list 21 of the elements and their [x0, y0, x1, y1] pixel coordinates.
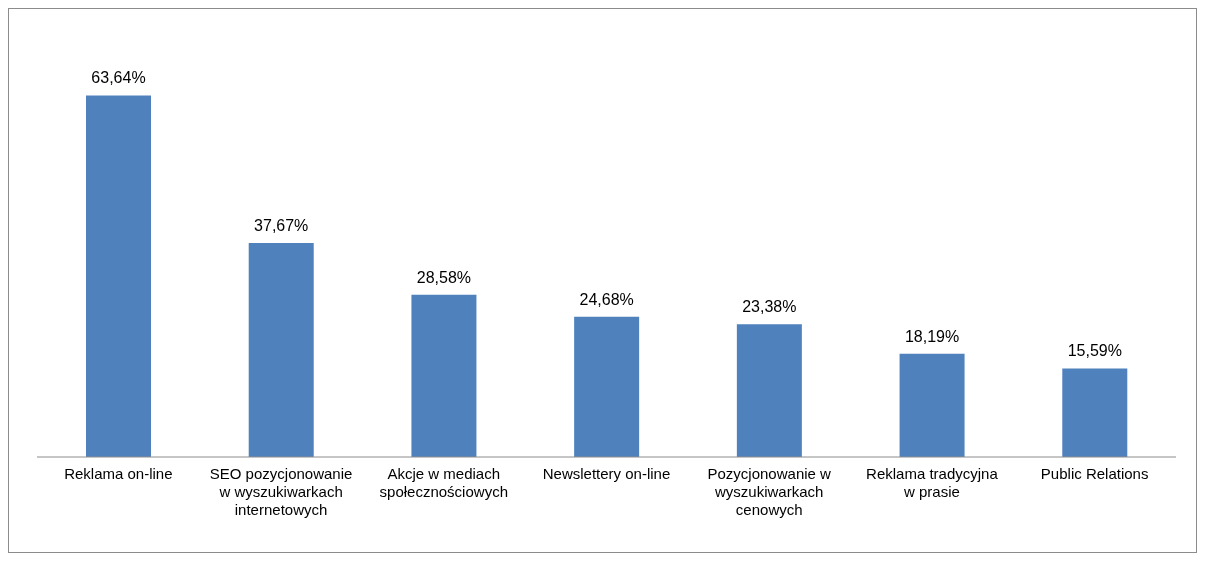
bar	[1062, 368, 1128, 457]
x-tick-label: Pozycjonowanie w wyszukiwarkach cenowych	[707, 465, 832, 518]
data-label: 28,58%	[416, 268, 472, 286]
bar	[248, 243, 314, 457]
data-label: 18,19%	[904, 327, 960, 345]
data-label: 37,67%	[254, 217, 309, 234]
data-label: 23,38%	[742, 298, 797, 316]
x-tick-label: Public Relations	[1040, 465, 1149, 482]
x-tick-label: Reklama tradycyjna w prasie	[866, 465, 999, 500]
data-label: 15,59%	[1067, 342, 1122, 360]
data-label: 63,64%	[91, 69, 146, 87]
data-label: 24,68%	[579, 290, 634, 308]
x-tick-label: SEO pozycjonowanie w wyszukiwarkach internetowych	[209, 465, 353, 518]
x-tick-label: Newslettery on-line	[542, 465, 671, 482]
bar	[736, 324, 802, 457]
x-tick-label: Reklama on-line	[64, 465, 173, 482]
bar	[574, 316, 640, 457]
bar	[86, 95, 151, 457]
bar	[899, 353, 965, 457]
bar	[411, 294, 477, 457]
x-tick-label: Akcje w mediach społecznościowych	[379, 465, 508, 500]
